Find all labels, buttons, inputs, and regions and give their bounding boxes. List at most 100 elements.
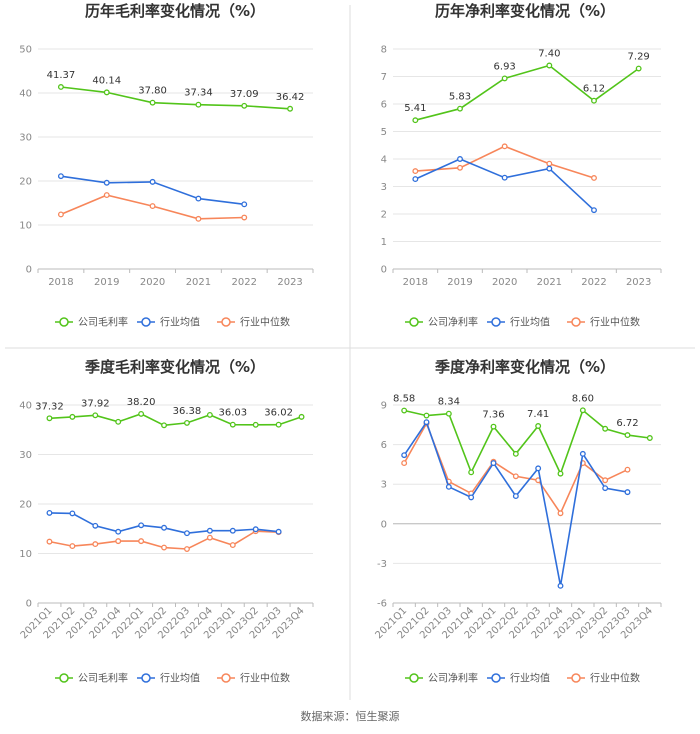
data-point-avg[interactable]: [468, 494, 475, 501]
data-point-median[interactable]: [602, 477, 609, 484]
legend-item-avg[interactable]: 行业均值: [487, 316, 550, 329]
data-point-company[interactable]: [115, 418, 122, 425]
data-point-median[interactable]: [57, 211, 64, 218]
data-point-company[interactable]: [468, 469, 475, 476]
data-point-avg[interactable]: [412, 176, 419, 183]
legend-item-company[interactable]: 公司毛利率: [55, 316, 128, 329]
data-point-median[interactable]: [115, 538, 122, 545]
legend-item-median[interactable]: 行业中位数: [567, 316, 640, 329]
data-point-company[interactable]: [206, 411, 213, 418]
data-point-median[interactable]: [138, 538, 145, 545]
data-point-avg[interactable]: [184, 530, 190, 537]
data-point-company[interactable]: [298, 413, 305, 420]
data-point-median[interactable]: [546, 160, 553, 167]
data-point-avg[interactable]: [423, 419, 430, 426]
data-point-median[interactable]: [501, 143, 508, 150]
data-point-company[interactable]: [92, 412, 99, 419]
data-point-avg[interactable]: [149, 178, 156, 185]
data-point-median[interactable]: [401, 460, 408, 467]
data-point-avg[interactable]: [546, 165, 553, 172]
legend-item-avg[interactable]: 行业均值: [487, 672, 550, 685]
data-point-median[interactable]: [512, 473, 519, 480]
data-point-company[interactable]: [602, 425, 609, 432]
data-point-company[interactable]: [557, 470, 564, 477]
data-point-median[interactable]: [624, 466, 631, 473]
data-point-company[interactable]: [423, 412, 430, 419]
data-point-avg[interactable]: [138, 522, 145, 529]
data-point-median[interactable]: [557, 510, 564, 517]
data-point-median[interactable]: [195, 215, 202, 222]
data-point-company[interactable]: [252, 421, 259, 428]
data-point-company[interactable]: [457, 105, 463, 112]
data-point-company[interactable]: [103, 89, 110, 96]
legend-item-company[interactable]: 公司净利率: [405, 672, 478, 685]
data-point-median[interactable]: [457, 164, 463, 171]
data-point-avg[interactable]: [115, 528, 122, 535]
data-point-company[interactable]: [138, 410, 145, 417]
data-point-median[interactable]: [161, 544, 167, 551]
data-point-avg[interactable]: [229, 527, 236, 534]
data-point-company[interactable]: [57, 84, 64, 90]
data-point-avg[interactable]: [445, 483, 452, 490]
data-point-company[interactable]: [184, 419, 190, 426]
data-point-avg[interactable]: [69, 510, 76, 517]
data-point-median[interactable]: [206, 534, 213, 541]
data-point-avg[interactable]: [591, 207, 597, 214]
data-point-avg[interactable]: [275, 528, 282, 535]
data-point-median[interactable]: [103, 192, 110, 199]
data-point-median[interactable]: [149, 203, 156, 210]
data-point-median[interactable]: [184, 546, 190, 552]
data-point-company[interactable]: [490, 423, 497, 430]
data-point-avg[interactable]: [535, 465, 542, 472]
data-point-company[interactable]: [412, 117, 419, 124]
data-point-company[interactable]: [161, 422, 167, 429]
data-point-avg[interactable]: [57, 173, 64, 180]
legend-item-median[interactable]: 行业中位数: [217, 672, 290, 685]
data-point-avg[interactable]: [490, 460, 497, 467]
data-point-company[interactable]: [46, 415, 53, 422]
data-point-median[interactable]: [92, 541, 99, 548]
data-point-company[interactable]: [241, 102, 248, 109]
data-point-company[interactable]: [275, 421, 282, 428]
data-point-company[interactable]: [512, 450, 519, 457]
data-point-median[interactable]: [412, 168, 419, 175]
data-point-avg[interactable]: [46, 509, 53, 516]
legend-item-median[interactable]: 行业中位数: [567, 672, 640, 685]
data-point-company[interactable]: [635, 65, 642, 72]
data-point-median[interactable]: [229, 542, 236, 549]
data-point-company[interactable]: [535, 423, 542, 429]
data-point-median[interactable]: [591, 175, 597, 181]
data-point-company[interactable]: [501, 75, 508, 82]
data-point-company[interactable]: [69, 413, 76, 420]
data-point-avg[interactable]: [206, 527, 213, 534]
data-point-avg[interactable]: [252, 526, 259, 533]
legend-item-company[interactable]: 公司毛利率: [55, 672, 128, 685]
data-point-avg[interactable]: [602, 485, 609, 492]
legend-item-median[interactable]: 行业中位数: [217, 316, 290, 329]
data-point-avg[interactable]: [624, 489, 631, 496]
data-point-median[interactable]: [46, 538, 53, 545]
data-point-company[interactable]: [546, 62, 553, 69]
legend-item-company[interactable]: 公司净利率: [405, 316, 478, 329]
data-point-company[interactable]: [287, 105, 294, 112]
data-point-avg[interactable]: [501, 174, 508, 181]
data-point-company[interactable]: [579, 407, 586, 414]
data-point-company[interactable]: [445, 410, 452, 417]
data-point-company[interactable]: [195, 101, 202, 108]
data-point-avg[interactable]: [195, 195, 202, 202]
data-point-avg[interactable]: [161, 524, 167, 531]
data-point-company[interactable]: [646, 435, 653, 441]
data-point-company[interactable]: [401, 407, 408, 414]
data-point-avg[interactable]: [103, 179, 110, 186]
data-point-company[interactable]: [229, 421, 236, 428]
data-point-avg[interactable]: [557, 582, 564, 589]
data-point-median[interactable]: [241, 214, 248, 221]
data-point-median[interactable]: [69, 543, 76, 550]
legend-item-avg[interactable]: 行业均值: [137, 316, 200, 329]
data-point-avg[interactable]: [241, 201, 248, 208]
data-point-avg[interactable]: [401, 452, 408, 459]
data-point-company[interactable]: [624, 432, 631, 439]
data-point-avg[interactable]: [92, 522, 99, 529]
data-point-avg[interactable]: [512, 493, 519, 500]
data-point-company[interactable]: [591, 97, 597, 104]
